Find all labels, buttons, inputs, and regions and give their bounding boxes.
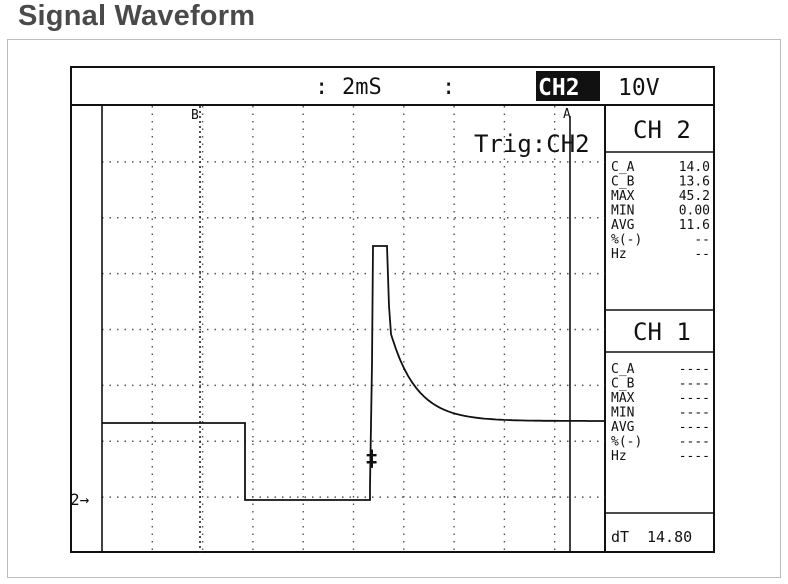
ch1-measurement-label: Hz bbox=[611, 449, 627, 464]
ch1-measurement-label: C_A bbox=[611, 362, 635, 377]
volts-per-div-label[interactable]: 10V bbox=[618, 75, 660, 101]
ch1-measurement-label: %(-) bbox=[611, 435, 642, 450]
cursor-a-marker: A bbox=[563, 107, 571, 122]
ch2-waveform-trace bbox=[102, 245, 604, 501]
ch2-measurements: C_A 14.0 C_B 13.6 MAX 45.2 MIN 0.00 AVG 11.6 %(-) -… bbox=[611, 160, 710, 262]
ch2-measurement-label: MAX bbox=[611, 189, 635, 204]
delta-time-label: dT bbox=[611, 528, 629, 546]
delta-time-value: 14.80 bbox=[647, 528, 692, 546]
ch1-measurement-value: ---- bbox=[679, 420, 710, 435]
ch2-measurement-value: -- bbox=[694, 233, 710, 248]
ch2-measurement-label: MIN bbox=[611, 204, 634, 219]
ch1-header[interactable]: CH 1 bbox=[633, 318, 691, 346]
ch2-measurement-value: 11.6 bbox=[679, 218, 710, 233]
ch1-measurement-value: ---- bbox=[679, 391, 710, 406]
ch2-measurement-label: %(-) bbox=[611, 233, 642, 248]
ch2-measurement-value: 14.0 bbox=[679, 160, 710, 175]
ch2-measurement-value: 13.6 bbox=[679, 175, 710, 190]
ch1-measurement-label: MIN bbox=[611, 406, 634, 421]
trigger-label: Trig:CH2 bbox=[474, 130, 590, 158]
active-channel-badge bbox=[536, 71, 600, 101]
active-channel-label[interactable]: CH2 bbox=[538, 75, 580, 101]
ch1-measurement-value: ---- bbox=[679, 362, 710, 377]
ch1-measurement-value: ---- bbox=[679, 406, 710, 421]
ch1-measurements: C_A ---- C_B ---- MAX ---- MIN ---- AVG ---- %(-) -… bbox=[611, 362, 710, 464]
ch1-measurement-label: C_B bbox=[611, 377, 635, 392]
timebase-suffix: : bbox=[442, 75, 455, 100]
ch1-measurement-label: AVG bbox=[611, 420, 635, 435]
ch1-measurement-label: MAX bbox=[611, 391, 635, 406]
ch1-measurement-value: ---- bbox=[679, 377, 710, 392]
ch1-measurement-value: ---- bbox=[679, 449, 710, 464]
ch2-measurement-value: 0.00 bbox=[679, 204, 710, 219]
ground-reference-marker: 2→ bbox=[70, 490, 90, 509]
ch2-measurement-value: 45.2 bbox=[679, 189, 710, 204]
cursor-b-marker: B bbox=[191, 108, 199, 123]
page-title: Signal Waveform bbox=[18, 0, 256, 32]
timebase-prefix: : bbox=[315, 75, 328, 100]
trigger-position-marker: ‡ bbox=[365, 447, 378, 472]
ch2-measurement-label: C_A bbox=[611, 160, 635, 175]
ch2-measurement-label: Hz bbox=[611, 247, 627, 262]
ch1-measurement-value: ---- bbox=[679, 435, 710, 450]
ch2-header[interactable]: CH 2 bbox=[633, 116, 691, 144]
graticule bbox=[102, 106, 605, 553]
oscilloscope-screen: : 2mS : CH2 10V Trig:CH2 A B 2→ ‡ CH 2 C… bbox=[70, 66, 715, 553]
ch2-measurement-value: -- bbox=[694, 247, 710, 262]
timebase-label[interactable]: 2mS bbox=[342, 75, 382, 100]
ch2-measurement-label: C_B bbox=[611, 175, 635, 190]
oscilloscope-display: : 2mS : CH2 10V Trig:CH2 A B 2→ ‡ CH 2 C… bbox=[70, 66, 715, 553]
ch2-measurement-label: AVG bbox=[611, 218, 635, 233]
